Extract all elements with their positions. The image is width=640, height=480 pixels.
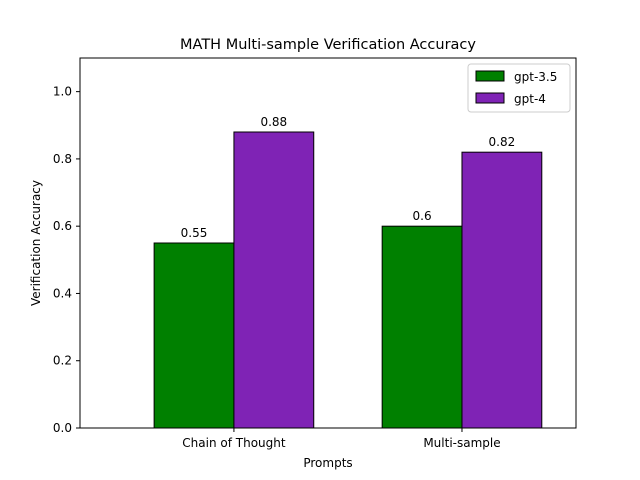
bar-gpt-3.5-0	[153, 242, 235, 429]
bar-value-label: 0.82	[489, 135, 516, 149]
bars-layer: 0.55 0.6 0.88 0.82	[153, 115, 543, 429]
x-axis-label: Prompts	[303, 456, 352, 470]
x-axis: Chain of Thought Multi-sample	[182, 428, 501, 450]
x-tick-label: Multi-sample	[423, 436, 500, 450]
y-tick-label: 1.0	[53, 85, 72, 99]
bar-gpt-4-0	[233, 131, 315, 429]
bar-gpt-4-1	[461, 151, 543, 429]
y-tick-label: 0.6	[53, 219, 72, 233]
y-tick-label: 0.2	[53, 354, 72, 368]
y-axis: 0.0 0.2 0.4 0.6 0.8 1.0	[53, 85, 80, 435]
legend-swatch-gpt-3.5	[475, 70, 505, 82]
legend: gpt-3.5 gpt-4	[467, 63, 571, 113]
y-tick-label: 0.4	[53, 286, 72, 300]
legend-swatch-gpt-4	[475, 92, 505, 104]
bar-value-label: 0.88	[260, 115, 287, 129]
chart-title: MATH Multi-sample Verification Accuracy	[180, 37, 476, 53]
bar-value-label: 0.55	[181, 226, 208, 240]
plot-frame	[79, 57, 577, 429]
bar-value-label: 0.6	[413, 209, 432, 223]
y-axis-label: Verification Accuracy	[29, 180, 43, 306]
legend-label: gpt-3.5	[514, 70, 557, 84]
y-tick-label: 0.0	[53, 421, 72, 435]
x-tick-label: Chain of Thought	[182, 436, 286, 450]
legend-label: gpt-4	[514, 92, 546, 106]
bar-gpt-3.5-1	[381, 225, 463, 429]
y-tick-label: 0.8	[53, 152, 72, 166]
